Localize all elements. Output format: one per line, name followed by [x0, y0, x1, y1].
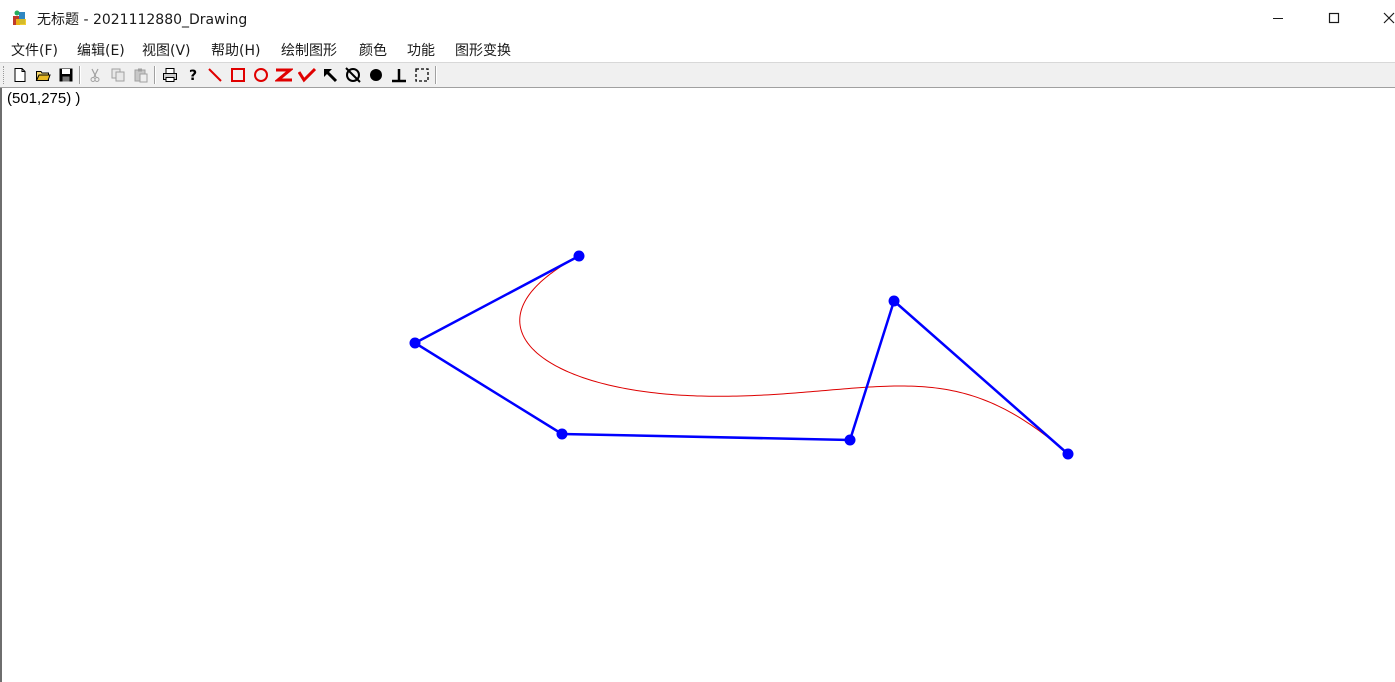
rectangle-tool-button[interactable] [228, 65, 248, 85]
menu-color[interactable]: 颜色 [359, 43, 387, 59]
drawing-canvas[interactable]: (501,275) ) [0, 88, 1395, 682]
fill-dot-tool-icon [370, 69, 382, 81]
toolbar: ? [0, 63, 1395, 88]
menu-edit[interactable]: 编辑(E) [77, 43, 125, 59]
arrow-tool-button[interactable] [320, 65, 340, 85]
copy-icon [111, 68, 125, 82]
control-point[interactable] [844, 434, 856, 446]
polyline-tool-button[interactable] [274, 65, 294, 85]
clip-tool-button[interactable] [343, 65, 363, 85]
toolbar-separator [79, 66, 81, 84]
window-title: 无标题 - 2021112880_Drawing [37, 12, 248, 28]
control-polygon [412, 254, 1069, 455]
title-bar[interactable]: 无标题 - 2021112880_Drawing [0, 0, 1395, 36]
open-button[interactable] [33, 65, 53, 85]
toolbar-grip[interactable] [3, 66, 7, 84]
new-file-button[interactable] [10, 65, 30, 85]
app-icon [13, 10, 26, 25]
save-button[interactable] [56, 65, 76, 85]
copy-button[interactable] [108, 65, 128, 85]
maximize-icon [1328, 12, 1340, 24]
check-curve-tool-icon [298, 67, 316, 83]
toolbar-separator [435, 66, 437, 84]
menu-transform[interactable]: 图形变换 [455, 43, 511, 59]
new-file-icon [14, 68, 26, 82]
menu-help[interactable]: 帮助(H) [211, 43, 261, 59]
toolbar-separator [154, 66, 156, 84]
perpendicular-tool-icon [392, 69, 406, 83]
print-button[interactable] [160, 65, 180, 85]
close-button[interactable] [1366, 0, 1395, 36]
minimize-button[interactable] [1255, 0, 1301, 36]
maximize-button[interactable] [1311, 0, 1357, 36]
paste-button[interactable] [131, 65, 151, 85]
minimize-icon [1273, 18, 1283, 19]
svg-text:?: ? [189, 68, 197, 83]
cut-icon [90, 68, 100, 82]
control-points [409, 250, 1074, 460]
line-tool-icon [208, 68, 222, 82]
open-folder-icon [35, 71, 51, 81]
paste-icon [134, 68, 148, 83]
control-point[interactable] [1062, 448, 1074, 460]
select-region-tool-icon [415, 68, 429, 82]
line-tool-button[interactable] [205, 65, 225, 85]
curve-tool-button[interactable] [297, 65, 317, 85]
rectangle-tool-icon [231, 68, 245, 82]
help-button[interactable]: ? [183, 65, 203, 85]
polyline-z-tool-icon [275, 68, 293, 82]
print-icon [163, 68, 177, 82]
control-point[interactable] [409, 337, 421, 349]
drawing-surface[interactable] [2, 88, 1395, 682]
perpendicular-tool-button[interactable] [389, 65, 409, 85]
cut-button[interactable] [85, 65, 105, 85]
menu-view[interactable]: 视图(V) [142, 43, 191, 59]
menu-bar: 文件(F) 编辑(E) 视图(V) 帮助(H) 绘制图形 颜色 功能 图形变换 [0, 36, 1395, 63]
circle-tool-button[interactable] [251, 65, 271, 85]
arrow-tool-icon [323, 68, 338, 83]
menu-function[interactable]: 功能 [407, 43, 435, 59]
close-icon [1383, 12, 1395, 24]
circle-tool-icon [254, 68, 268, 82]
bezier-curve [519, 255, 1069, 455]
control-point[interactable] [573, 250, 585, 262]
control-point[interactable] [888, 295, 900, 307]
select-region-tool-button[interactable] [412, 65, 432, 85]
help-icon: ? [189, 68, 197, 83]
menu-draw-shape[interactable]: 绘制图形 [281, 43, 337, 59]
control-point[interactable] [556, 428, 568, 440]
clip-tool-icon [345, 67, 361, 83]
fill-dot-tool-button[interactable] [366, 65, 386, 85]
menu-file[interactable]: 文件(F) [11, 43, 58, 59]
coordinate-readout: (501,275) ) [7, 90, 81, 107]
save-icon [59, 68, 73, 82]
